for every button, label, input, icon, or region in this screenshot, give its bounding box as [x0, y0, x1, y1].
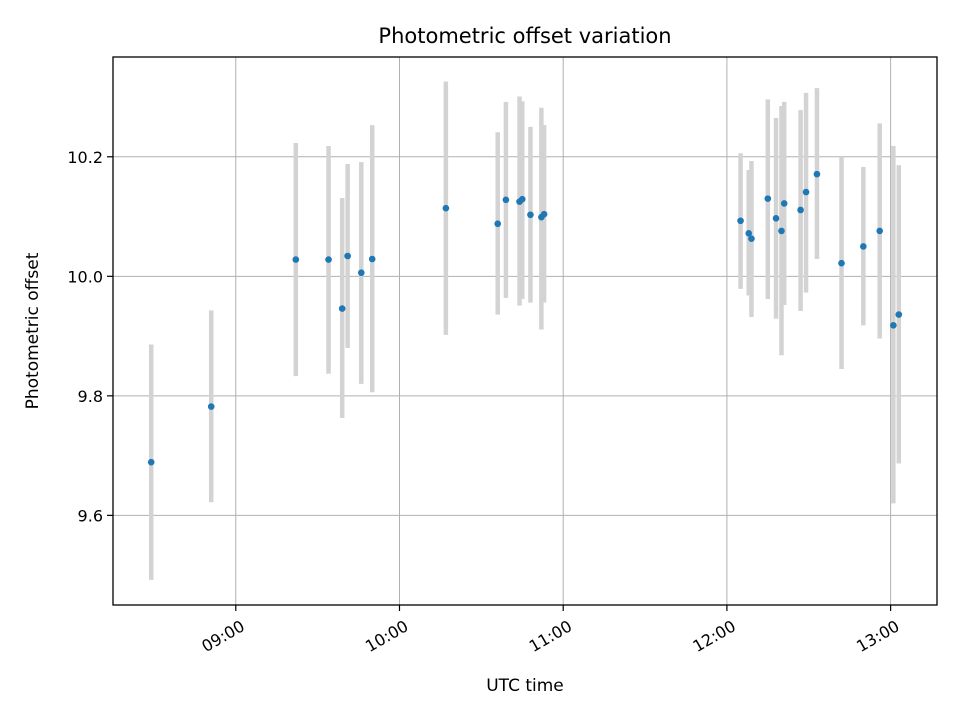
x-axis-label: UTC time [486, 676, 564, 696]
data-point [344, 252, 351, 260]
y-axis-label: Photometric offset [23, 252, 43, 409]
data-point [442, 204, 450, 212]
data-point [772, 215, 780, 222]
data-point [357, 269, 365, 277]
data-point [540, 210, 548, 218]
data-point [764, 195, 772, 202]
data-point [778, 227, 785, 235]
y-tick-label: 9.6 [78, 506, 103, 525]
data-point [802, 188, 810, 196]
grid-layer [113, 57, 937, 605]
data-point [207, 403, 215, 410]
data-point [745, 229, 753, 237]
axes-frame [112, 56, 938, 606]
data-point [737, 217, 744, 225]
data-point [748, 235, 755, 242]
data-point [292, 256, 300, 263]
data-point [797, 206, 804, 214]
data-point [518, 195, 526, 203]
data-point [147, 458, 155, 466]
data-point [527, 211, 534, 219]
data-point [502, 196, 510, 204]
chart-title: Photometric offset variation [378, 24, 671, 48]
point-layer [147, 170, 903, 466]
data-point [890, 322, 897, 329]
data-point [325, 256, 332, 263]
data-point [838, 259, 845, 267]
data-point [780, 200, 788, 207]
data-point [494, 220, 502, 228]
data-point [368, 255, 376, 263]
data-point [338, 305, 346, 312]
data-point [813, 170, 821, 178]
y-tick-label: 10.2 [67, 148, 103, 167]
data-point [895, 311, 903, 318]
y-tick-label: 10.0 [67, 267, 103, 286]
data-point [860, 243, 867, 250]
y-tick-label: 9.8 [78, 387, 103, 406]
data-point [876, 227, 884, 235]
